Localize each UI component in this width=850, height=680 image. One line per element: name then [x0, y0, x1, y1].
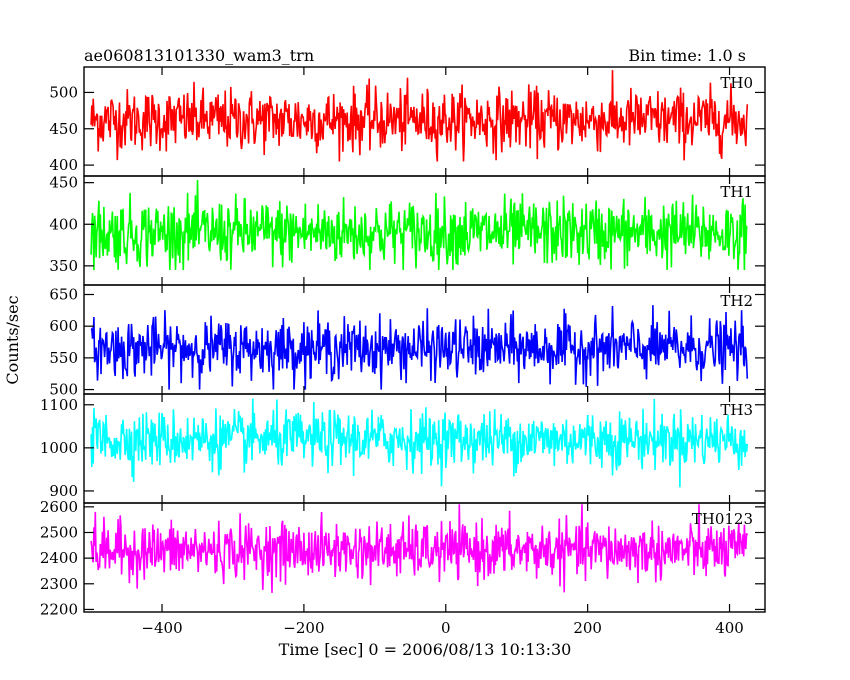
panel-th1: 350 400 450 TH1 — [49, 174, 766, 286]
y-tick-label: 600 — [49, 317, 78, 335]
x-tick-label: −200 — [283, 619, 324, 637]
panel-th0123: 2200 2300 2400 2500 2600 TH0123 — [40, 498, 766, 618]
x-tick-label: −400 — [141, 619, 182, 637]
y-tick-label: 2600 — [40, 498, 78, 516]
x-tick-label: 200 — [573, 619, 602, 637]
x-tick-label: 0 — [441, 619, 451, 637]
y-tick-label: 650 — [49, 286, 78, 304]
y-tick-label: 500 — [49, 381, 78, 399]
x-tick-label: 400 — [715, 619, 744, 637]
y-tick-label: 350 — [49, 257, 78, 275]
y-tick-label: 2200 — [40, 600, 78, 618]
series-line-th0 — [90, 70, 749, 162]
y-tick-label: 400 — [49, 156, 78, 174]
chart-title: ae060813101330_wam3_trn — [84, 46, 314, 65]
panel-label: TH0 — [720, 74, 753, 92]
y-tick-label: 2400 — [40, 549, 78, 567]
y-tick-label: 900 — [49, 482, 78, 500]
series-line-th2 — [90, 305, 749, 390]
y-tick-label: 550 — [49, 349, 78, 367]
x-axis: −400 −200 0 200 400 — [141, 619, 743, 637]
y-tick-label: 1100 — [40, 396, 78, 414]
panel-th3: 900 1000 1100 TH3 — [40, 393, 766, 504]
panel-label: TH2 — [720, 292, 753, 310]
y-tick-label: 1000 — [40, 439, 78, 457]
y-tick-label: 500 — [49, 83, 78, 101]
panel-th0: 400 450 500 TH0 — [49, 66, 766, 177]
y-tick-label: 450 — [49, 120, 78, 138]
series-line-th3 — [90, 398, 749, 488]
y-tick-label: 2500 — [40, 523, 78, 541]
chart-subtitle: Bin time: 1.0 s — [628, 46, 746, 65]
y-tick-label: 2300 — [40, 575, 78, 593]
y-axis-label: Counts/sec — [3, 295, 22, 384]
panel-label: TH0123 — [692, 510, 753, 528]
series-line-th0123 — [90, 504, 749, 593]
panel-th2: 500 550 600 650 TH2 — [49, 284, 766, 399]
y-tick-label: 400 — [49, 215, 78, 233]
panel-label: TH3 — [720, 401, 753, 419]
panel-label: TH1 — [720, 183, 753, 201]
series-line-th1 — [90, 179, 748, 271]
y-tick-label: 450 — [49, 174, 78, 192]
x-axis-label: Time [sec] 0 = 2006/08/13 10:13:30 — [279, 640, 572, 659]
panel-frame — [83, 502, 766, 613]
